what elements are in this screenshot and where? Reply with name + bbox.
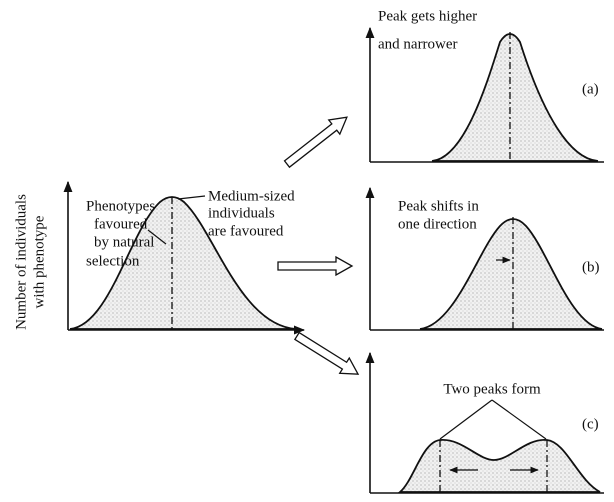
- annotation: individuals: [208, 205, 275, 221]
- distribution-curve: [69, 196, 297, 330]
- caption: Peak shifts in: [398, 198, 479, 214]
- caption: and narrower: [378, 36, 458, 52]
- distribution-curve: [431, 33, 599, 162]
- annotation: Phenotypes: [86, 198, 155, 214]
- caption: Peak gets higher: [378, 8, 477, 24]
- panel-label: (a): [582, 81, 599, 97]
- y-axis-label: with phenotype: [31, 215, 47, 308]
- pointer: [147, 229, 167, 245]
- annotation: Medium-sized: [208, 188, 295, 204]
- pointer: [177, 195, 206, 200]
- transition-arrow: [283, 116, 348, 169]
- annotation: are favoured: [208, 223, 284, 239]
- distribution-curve: [419, 218, 603, 330]
- panel-label: (b): [582, 259, 600, 275]
- panel-b: Peak shifts in one direction (b): [365, 186, 604, 331]
- annotation: selection: [86, 253, 140, 269]
- panel-c: Two peaks form (c): [365, 351, 604, 494]
- caption: Two peaks form: [443, 381, 541, 397]
- pointer: [439, 399, 493, 440]
- transition-arrow: [277, 255, 354, 277]
- annotation: favoured: [94, 216, 148, 232]
- panel-label: (c): [582, 416, 599, 432]
- distribution-curve: [397, 439, 601, 493]
- caption: one direction: [398, 216, 477, 232]
- pointer: [491, 399, 547, 440]
- transition-arrow: [293, 331, 360, 375]
- panel-a: Peak gets higher and narrower (a): [365, 8, 604, 163]
- main-panel: Number of individuals with phenotype Phe…: [13, 180, 306, 335]
- y-axis-label: Number of individuals: [13, 194, 29, 330]
- annotation: by natural: [94, 234, 154, 250]
